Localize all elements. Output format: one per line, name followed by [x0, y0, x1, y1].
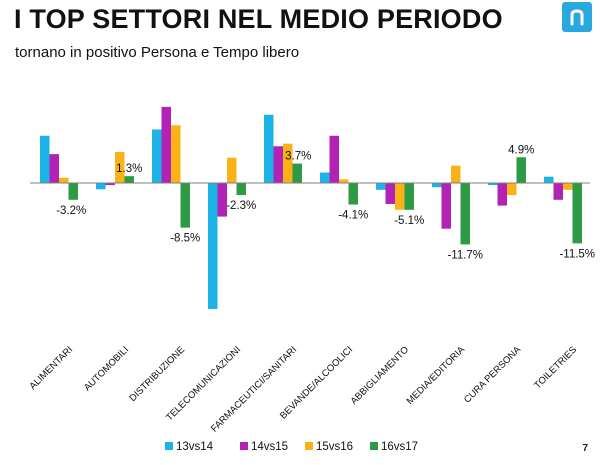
bar-16vs17-3 — [236, 183, 246, 196]
bar-16vs17-7 — [460, 183, 470, 245]
data-label-9: -11.5% — [559, 248, 595, 260]
page-subtitle: tornano in positivo Persona e Tempo libe… — [15, 44, 300, 61]
bar-16vs17-6 — [404, 183, 414, 210]
bar-14vs15-9 — [553, 183, 563, 200]
data-label-1: 1.3% — [116, 163, 142, 175]
bar-15vs16-5 — [339, 179, 349, 183]
category-label-8: CURA PERSONA — [462, 344, 524, 406]
bar-15vs16-3 — [227, 157, 237, 183]
bar-15vs16-6 — [395, 183, 405, 210]
bar-14vs15-5 — [329, 135, 339, 183]
brand-logo-icon — [562, 2, 592, 32]
bar-14vs15-4 — [273, 146, 283, 183]
bar-16vs17-5 — [348, 183, 358, 205]
bar-15vs16-8 — [507, 183, 517, 196]
bar-13vs14-9 — [544, 176, 554, 183]
bar-13vs14-5 — [320, 172, 330, 183]
bar-16vs17-1 — [124, 176, 134, 183]
category-label-1: AUTOMOBILI — [82, 344, 131, 393]
page-number: 7 — [582, 443, 588, 454]
bar-13vs14-1 — [96, 183, 106, 190]
data-label-5: -4.1% — [338, 210, 368, 222]
page-title: I TOP SETTORI NEL MEDIO PERIODO — [14, 4, 503, 34]
bar-16vs17-4 — [292, 163, 302, 183]
category-label-2: DISTRIBUZIONE — [127, 344, 187, 404]
bar-13vs14-2 — [152, 129, 162, 183]
data-label-7: -11.7% — [447, 249, 483, 261]
bar-14vs15-2 — [161, 106, 171, 183]
bar-13vs14-6 — [376, 183, 386, 190]
bar-15vs16-0 — [59, 177, 69, 183]
category-label-9: TOILETRIES — [532, 344, 579, 391]
bar-14vs15-1 — [105, 183, 115, 186]
legend-label-13vs14: 13vs14 — [176, 441, 214, 453]
bar-13vs14-8 — [488, 183, 498, 186]
bar-14vs15-3 — [217, 183, 227, 217]
bar-13vs14-4 — [264, 114, 274, 183]
bar-14vs15-7 — [441, 183, 451, 229]
bar-15vs16-1 — [115, 152, 125, 183]
legend-swatch-16vs17 — [370, 442, 378, 450]
category-label-7: MEDIA/EDITORIA — [405, 344, 468, 407]
bar-13vs14-7 — [432, 183, 442, 188]
bar-13vs14-3 — [208, 183, 218, 309]
bar-14vs15-8 — [497, 183, 507, 206]
bar-14vs15-0 — [49, 154, 59, 183]
bar-14vs15-6 — [385, 183, 395, 204]
legend-label-16vs17: 16vs17 — [381, 441, 418, 453]
legend-swatch-13vs14 — [165, 442, 173, 450]
bar-16vs17-2 — [180, 183, 190, 228]
legend-swatch-14vs15 — [240, 442, 248, 450]
bar-15vs16-7 — [451, 165, 461, 183]
bar-15vs16-2 — [171, 125, 181, 183]
legend-swatch-15vs16 — [305, 442, 313, 450]
bar-16vs17-0 — [68, 183, 78, 200]
data-label-2: -8.5% — [170, 233, 200, 245]
bar-15vs16-9 — [563, 183, 573, 190]
data-label-6: -5.1% — [394, 215, 424, 227]
data-label-0: -3.2% — [56, 205, 86, 217]
data-label-3: -2.3% — [226, 200, 256, 212]
bar-15vs16-4 — [283, 143, 293, 183]
bar-16vs17-8 — [516, 157, 526, 183]
data-label-4: 3.7% — [285, 151, 311, 163]
category-label-6: ABBIGLIAMENTO — [349, 344, 412, 407]
data-label-8: 4.9% — [508, 144, 534, 156]
category-label-0: ALIMENTARI — [28, 344, 76, 392]
legend-label-14vs15: 14vs15 — [251, 441, 288, 453]
bar-16vs17-9 — [572, 183, 582, 244]
bar-13vs14-0 — [40, 135, 50, 183]
legend-label-15vs16: 15vs16 — [316, 441, 353, 453]
